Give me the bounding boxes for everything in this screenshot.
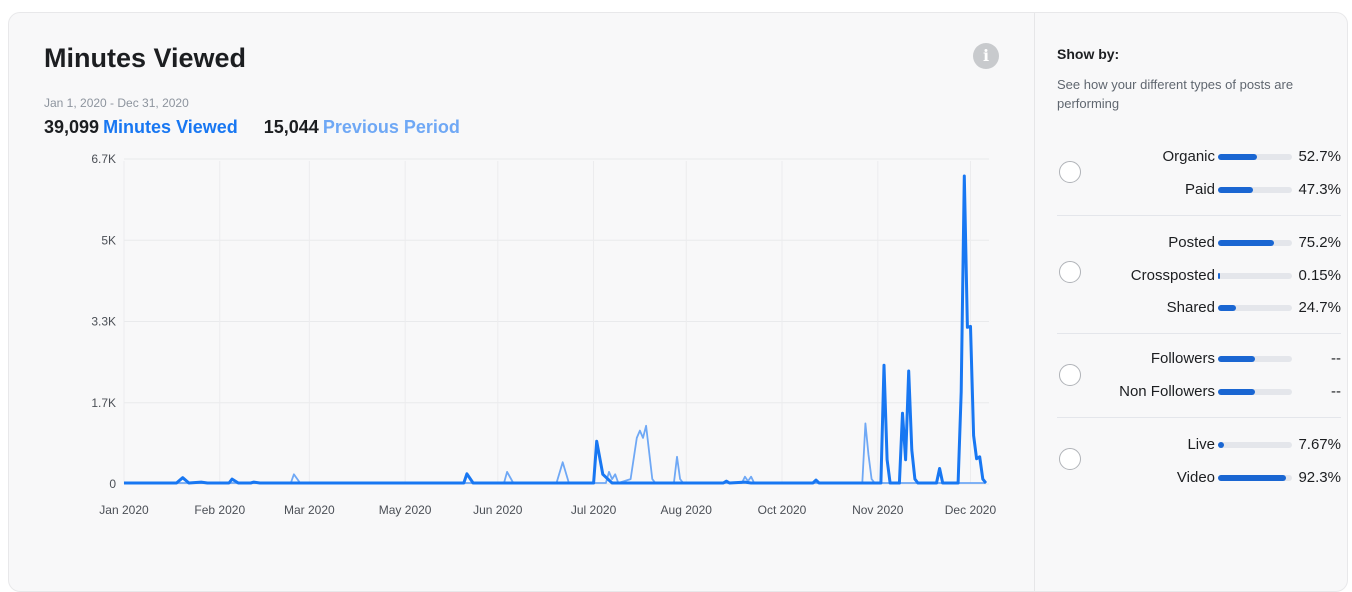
breakdown-row-followers: Followers -- xyxy=(1087,349,1341,369)
radio-followers[interactable] xyxy=(1059,364,1081,386)
group-divider xyxy=(1057,333,1341,334)
row-percent: 92.3% xyxy=(1298,469,1341,486)
series-line-minutes-viewed xyxy=(124,174,988,485)
date-range: Jan 1, 2020 - Dec 31, 2020 xyxy=(44,96,189,110)
row-percent: -- xyxy=(1331,383,1341,400)
breakdown-row-paid: Paid 47.3% xyxy=(1087,180,1341,200)
radio-organic-paid[interactable] xyxy=(1059,161,1081,183)
panel-divider xyxy=(1034,13,1035,591)
y-tick-label: 1.7K xyxy=(91,396,116,410)
row-percent: 0.15% xyxy=(1298,267,1341,284)
x-tick-label: Jul 2020 xyxy=(571,503,617,517)
progress-track xyxy=(1218,305,1292,311)
progress-fill xyxy=(1218,240,1274,246)
breakdown-group-followers: Followers -- Non Followers -- xyxy=(1057,350,1341,407)
total-label[interactable]: Minutes Viewed xyxy=(103,117,238,137)
row-label: Crossposted xyxy=(1130,267,1215,284)
y-tick-label: 3.3K xyxy=(91,315,116,329)
row-percent: 24.7% xyxy=(1298,299,1341,316)
progress-track xyxy=(1218,475,1292,481)
x-tick-label: Nov 2020 xyxy=(852,503,904,517)
page-title: Minutes Viewed xyxy=(44,43,247,73)
progress-fill xyxy=(1218,475,1287,481)
row-label: Organic xyxy=(1162,148,1215,165)
row-percent: 75.2% xyxy=(1298,234,1341,251)
progress-track xyxy=(1218,187,1292,193)
breakdown-row-live: Live 7.67% xyxy=(1087,435,1341,455)
show-by-description: See how your different types of posts ar… xyxy=(1057,77,1294,111)
minutes-viewed-card: Minutes Viewed i Jan 1, 2020 - Dec 31, 2… xyxy=(8,12,1348,592)
progress-fill xyxy=(1218,273,1220,279)
row-percent: -- xyxy=(1331,350,1341,367)
breakdown-row-video: Video 92.3% xyxy=(1087,468,1341,488)
x-tick-label: Mar 2020 xyxy=(284,503,335,517)
progress-track xyxy=(1218,154,1292,160)
previous-label[interactable]: Previous Period xyxy=(322,117,460,137)
y-tick-label: 5K xyxy=(101,233,116,247)
breakdown-group-format: Live 7.67% Video 92.3% xyxy=(1057,436,1341,491)
row-label: Followers xyxy=(1150,350,1215,367)
row-label: Non Followers xyxy=(1119,383,1215,400)
previous-value: 15,044 xyxy=(263,117,319,137)
row-label: Paid xyxy=(1184,181,1215,198)
x-tick-label: Dec 2020 xyxy=(945,503,997,517)
row-label: Video xyxy=(1176,469,1215,486)
minutes-line-chart: 0 1.7K 3.3K 5K 6.7K Jan 2020 Feb 2020 Mar 2020 M… xyxy=(91,152,997,517)
y-tick-label: 6.7K xyxy=(91,152,116,166)
progress-fill xyxy=(1218,305,1237,311)
row-label: Live xyxy=(1187,436,1215,453)
row-percent: 7.67% xyxy=(1298,436,1341,453)
row-label: Posted xyxy=(1168,234,1215,251)
y-tick-label: 0 xyxy=(109,477,116,491)
breakdown-row-posted: Posted 75.2% xyxy=(1087,233,1341,253)
breakdown-row-shared: Shared 24.7% xyxy=(1087,298,1341,318)
totals-summary: 39,099 Minutes Viewed 15,044 Previous Perio… xyxy=(44,117,460,138)
progress-track xyxy=(1218,442,1292,448)
breakdown-row-crossposted: Crossposted 0.15% xyxy=(1087,266,1341,286)
group-divider xyxy=(1057,417,1341,418)
total-value: 39,099 xyxy=(44,117,100,137)
x-tick-label: May 2020 xyxy=(379,503,432,517)
radio-post-source[interactable] xyxy=(1059,261,1081,283)
row-percent: 47.3% xyxy=(1298,181,1341,198)
series-line-previous-period xyxy=(124,422,986,484)
progress-fill xyxy=(1218,389,1255,395)
progress-track xyxy=(1218,240,1292,246)
x-tick-label: Jan 2020 xyxy=(99,503,149,517)
row-percent: 52.7% xyxy=(1298,148,1341,165)
radio-format[interactable] xyxy=(1059,448,1081,470)
progress-track xyxy=(1218,389,1292,395)
x-tick-label: Aug 2020 xyxy=(661,503,713,517)
x-tick-label: Oct 2020 xyxy=(758,503,807,517)
progress-fill xyxy=(1218,442,1224,448)
progress-fill xyxy=(1218,356,1255,362)
info-icon[interactable]: i xyxy=(973,43,999,69)
breakdown-row-organic: Organic 52.7% xyxy=(1087,147,1341,167)
x-tick-label: Feb 2020 xyxy=(194,503,245,517)
x-tick-label: Jun 2020 xyxy=(473,503,523,517)
breakdown-group-post-source: Posted 75.2% Crossposted 0.15% Shared 24… xyxy=(1057,234,1341,319)
progress-track xyxy=(1218,273,1292,279)
progress-fill xyxy=(1218,187,1253,193)
progress-track xyxy=(1218,356,1292,362)
row-label: Shared xyxy=(1166,299,1215,316)
breakdown-row-non-followers: Non Followers -- xyxy=(1087,382,1341,402)
group-divider xyxy=(1057,215,1341,216)
progress-fill xyxy=(1218,154,1257,160)
show-by-title: Show by: xyxy=(1057,46,1120,62)
breakdown-group-organic-paid: Organic 52.7% Paid 47.3% xyxy=(1057,148,1341,205)
